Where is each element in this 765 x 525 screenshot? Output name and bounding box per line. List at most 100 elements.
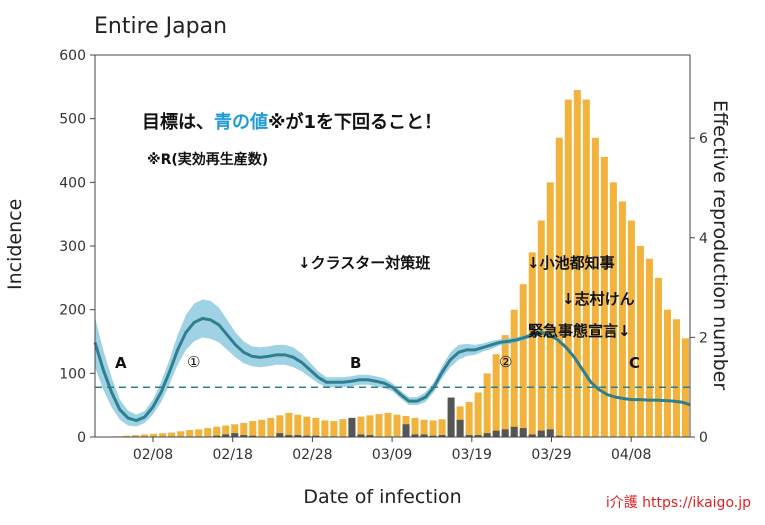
incidence-local-bar: [249, 435, 257, 437]
y-left-tick-label: 100: [59, 366, 86, 382]
incidence-bar: [384, 412, 392, 437]
phase-label-one: ①: [187, 353, 201, 371]
incidence-local-bar: [465, 435, 473, 437]
goal-suffix: ※が1を下回ること！: [268, 112, 443, 133]
incidence-bar: [330, 421, 338, 437]
incidence-bar: [339, 419, 347, 437]
incidence-bars: [114, 90, 689, 438]
r-line: [93, 316, 691, 423]
incidence-bar: [294, 414, 302, 437]
incidence-bar: [663, 309, 671, 437]
y-left-tick-label: 200: [59, 303, 86, 319]
x-tick-label: 02/18: [213, 447, 253, 463]
incidence-bar: [276, 415, 284, 437]
incidence-local-bar: [555, 435, 563, 437]
chart-axes: [90, 54, 695, 442]
incidence-bar: [564, 99, 572, 438]
incidence-bar: [672, 319, 680, 437]
y-left-tick-label: 600: [59, 48, 86, 64]
incidence-bar: [492, 354, 500, 437]
incidence-bar: [555, 137, 563, 437]
incidence-local-bar: [276, 433, 284, 437]
incidence-bar: [393, 414, 401, 437]
incidence-local-bar: [366, 435, 374, 437]
incidence-bar: [141, 434, 149, 437]
incidence-bar: [258, 419, 266, 437]
incidence-bar: [510, 309, 518, 437]
incidence-bar: [123, 435, 131, 437]
phase-label-two: ②: [499, 353, 513, 371]
incidence-bar: [474, 392, 482, 437]
incidence-bar: [465, 401, 473, 437]
incidence-bar: [267, 417, 275, 437]
incidence-local-bar: [348, 417, 356, 437]
incidence-local-bar: [240, 435, 248, 437]
r-note: ※R(実効再生産数): [147, 152, 269, 168]
x-tick-label: 02/28: [292, 447, 332, 463]
y-left-tick-label: 300: [59, 239, 86, 255]
incidence-bar: [582, 99, 590, 438]
incidence-local-bar: [312, 435, 320, 437]
tick-labels: 0 100 200 300 400 500 600 0 2 4 6 02/08 02/18 02/28 03…: [59, 48, 708, 463]
incidence-local-bar: [402, 424, 410, 437]
phase-label-c: C: [629, 354, 641, 372]
credit-text: i介護 https://ikaigo.jp: [605, 495, 751, 511]
incidence-bar: [483, 373, 491, 437]
incidence-bar: [546, 182, 554, 437]
incidence-bar: [303, 416, 311, 437]
incidence-bar: [240, 422, 248, 437]
incidence-bar: [195, 429, 203, 437]
incidence-local-bar: [420, 434, 428, 437]
goal-highlight: 青の値: [214, 112, 268, 133]
incidence-bar: [609, 182, 617, 437]
incidence-local-bar: [510, 426, 518, 437]
incidence-local-bar: [357, 434, 365, 437]
incidence-local-bar: [537, 430, 545, 437]
incidence-bar: [231, 424, 239, 437]
incidence-bar: [150, 433, 158, 437]
y-left-tick-label: 0: [77, 430, 86, 446]
y-axis-label-right: Effective reproduction number: [709, 100, 731, 391]
x-tick-label: 03/29: [531, 447, 571, 463]
goal-prefix: 目標は、: [142, 112, 214, 133]
incidence-bar: [429, 420, 437, 437]
incidence-local-bar: [285, 435, 293, 437]
incidence-bar: [438, 419, 446, 437]
incidence-local-bar: [303, 435, 311, 437]
incidence-bar: [312, 417, 320, 437]
x-tick-label: 03/19: [452, 447, 492, 463]
incidence-bar: [375, 414, 383, 437]
y-left-tick-label: 400: [59, 175, 86, 191]
y-right-tick-label: 6: [699, 131, 708, 147]
incidence-bar: [213, 426, 221, 437]
annotation-emergency: 緊急事態宣言↓: [528, 322, 631, 340]
incidence-bar: [600, 156, 608, 437]
incidence-bar: [204, 428, 212, 437]
incidence-local-bar: [231, 433, 239, 437]
incidence-bar: [186, 429, 194, 437]
r-band: [95, 299, 690, 427]
incidence-bar: [159, 433, 167, 437]
x-axis-label: Date of infection: [303, 486, 462, 508]
incidence-local-bar: [213, 435, 221, 437]
y-left-tick-label: 500: [59, 112, 86, 128]
phase-label-a: A: [115, 354, 127, 372]
annotation-koike: ↓小池都知事: [527, 254, 615, 272]
incidence-bar: [222, 425, 230, 437]
incidence-local-bar: [519, 428, 527, 437]
phase-label-b: B: [350, 354, 362, 372]
annotation-cluster: ↓クラスター対策班: [298, 254, 431, 272]
incidence-bar: [321, 420, 329, 437]
incidence-bar: [618, 201, 626, 437]
r-confidence-band: [95, 299, 690, 427]
incidence-local-bar: [294, 435, 302, 437]
incidence-local-bar: [528, 434, 536, 437]
incidence-bar: [168, 432, 176, 437]
incidence-local-bar: [456, 419, 464, 437]
incidence-bar: [528, 252, 536, 437]
x-tick-label: 03/09: [372, 447, 412, 463]
incidence-bar: [501, 335, 509, 437]
incidence-bar: [285, 412, 293, 437]
incidence-local-bar: [411, 434, 419, 437]
